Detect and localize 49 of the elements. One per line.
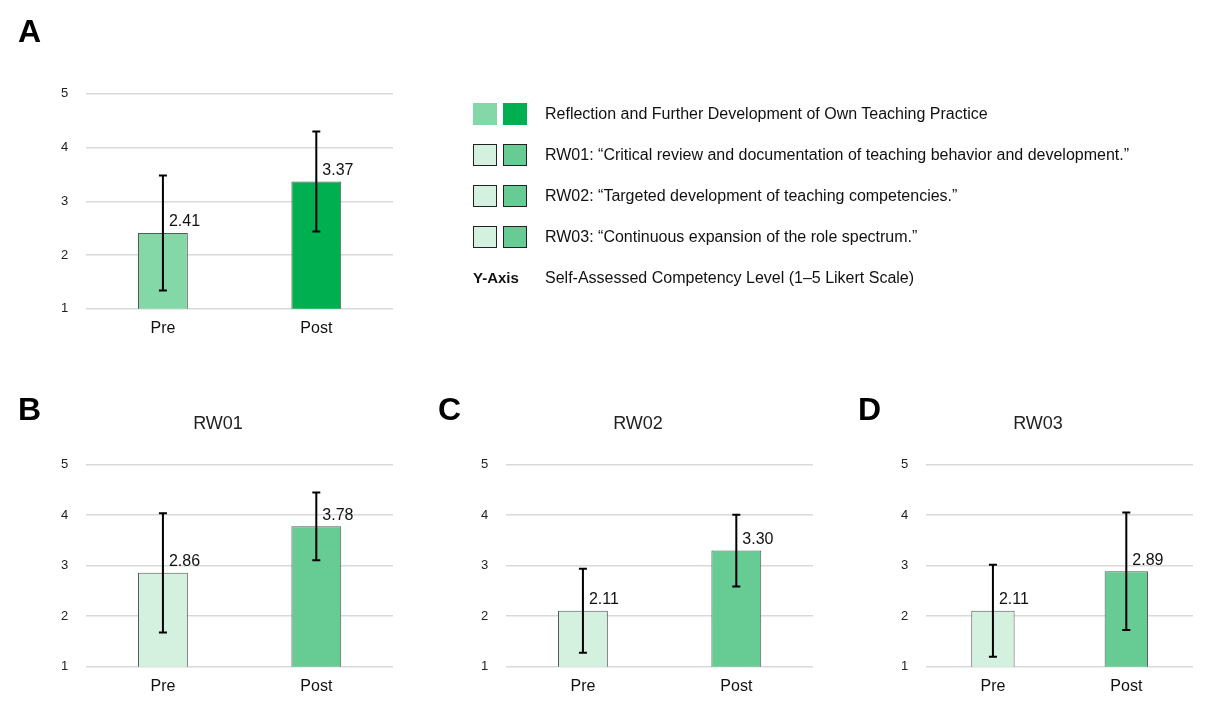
x-tick-label: Pre [150, 318, 176, 336]
data-label: 2.89 [1132, 550, 1164, 568]
y-tick-label: 1 [901, 658, 909, 674]
text: D [858, 391, 882, 428]
x-tick-label: Post [1110, 676, 1143, 694]
y-tick-label: 2 [901, 607, 909, 623]
text: A [18, 13, 42, 50]
data-label: 2.41 [168, 212, 201, 230]
x-tick-label: Post [300, 676, 333, 694]
x-tick-label: Pre [150, 676, 176, 694]
y-tick-label: 5 [61, 85, 69, 101]
x-tick-label: Post [720, 676, 753, 694]
y-tick-label: 4 [61, 506, 69, 522]
data-label: 3.78 [322, 505, 354, 523]
y-tick-label: 2 [61, 246, 69, 262]
chart-title: RW01 [193, 412, 243, 433]
y-tick-label: 3 [481, 557, 489, 573]
y-tick-label: 2 [481, 607, 489, 623]
y-tick-label: 4 [61, 139, 69, 155]
data-label: 2.11 [998, 590, 1029, 608]
y-tick-label: 2 [61, 607, 69, 623]
y-tick-label: 4 [481, 506, 489, 522]
x-tick-label: Pre [570, 676, 596, 694]
y-tick-label: 5 [481, 456, 489, 472]
text: RW02: “Targeted development of teaching competencies.” [545, 186, 958, 205]
data-label: 2.11 [588, 590, 619, 608]
text: Y-Axis [473, 269, 520, 286]
y-tick-label: 5 [61, 456, 69, 472]
text: B [18, 391, 42, 428]
data-label: 3.30 [742, 529, 774, 547]
y-tick-label: 5 [901, 456, 909, 472]
text: RW01: “Critical review and documentation of teaching behavior and development.” [545, 145, 1130, 164]
data-label: 2.86 [168, 552, 201, 570]
y-tick-label: 3 [61, 557, 69, 573]
chart-title: RW02 [613, 412, 663, 433]
text: Self-Assessed Competency Level (1–5 Likert Scale) [545, 268, 915, 287]
y-tick-label: 1 [61, 300, 69, 316]
x-tick-label: Post [300, 318, 333, 336]
text: C [438, 391, 462, 428]
y-tick-label: 3 [901, 557, 909, 573]
y-tick-label: 1 [61, 658, 69, 674]
chart-title: RW03 [1013, 412, 1063, 433]
x-tick-label: Pre [980, 676, 1006, 694]
y-tick-label: 1 [481, 658, 489, 674]
text: RW03: “Continuous expansion of the role spectrum.” [545, 227, 918, 246]
data-label: 3.37 [322, 160, 354, 178]
y-tick-label: 4 [901, 506, 909, 522]
text: Reflection and Further Development of Own Teaching Practice [545, 104, 988, 123]
y-tick-label: 3 [61, 192, 69, 208]
